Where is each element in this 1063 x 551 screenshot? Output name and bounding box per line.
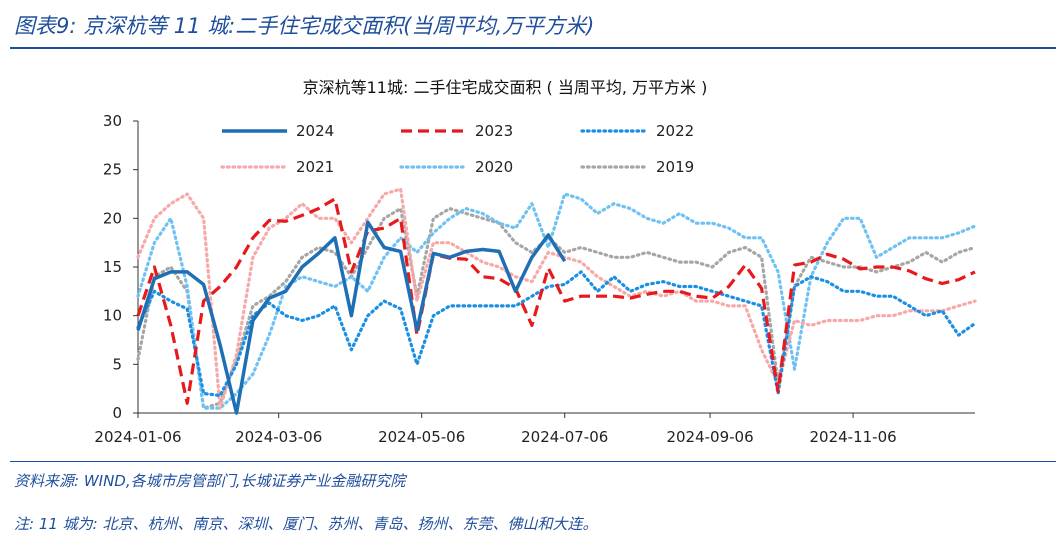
legend-label-2022: 2022 — [656, 122, 694, 140]
x-tick-label: 2024-01-06 — [94, 428, 181, 446]
series-layer — [136, 187, 977, 415]
y-tick-label: 30 — [103, 112, 122, 130]
line-chart: 京深杭等11城: 二手住宅成交面积 ( 当周平均, 万平方米 ) 0 5 10 15 2… — [94, 78, 977, 446]
footer-rule — [10, 461, 1056, 462]
x-tick-label: 2024-05-06 — [378, 428, 465, 446]
chart-title: 京深杭等11城: 二手住宅成交面积 ( 当周平均, 万平方米 ) — [303, 78, 708, 97]
y-tick-label: 15 — [103, 258, 122, 276]
y-tick-label: 10 — [103, 307, 122, 325]
y-tick-label: 25 — [103, 161, 122, 179]
series-line-2023 — [136, 197, 976, 405]
x-tick-label: 2024-11-06 — [809, 428, 896, 446]
title-rule — [10, 47, 1056, 49]
series-line-2024 — [136, 220, 567, 415]
source-note: 资料来源: WIND,各城市房管部门,长城证券产业金融研究院 — [14, 472, 406, 490]
figure-title: 图表9: 京深杭等 11 城:二手住宅成交面积(当周平均,万平方米) — [14, 14, 595, 38]
series-line-2022 — [136, 270, 977, 398]
legend-label-2020: 2020 — [475, 158, 513, 176]
chart-axes: 0 5 10 15 20 25 30 2024-01-06 2024-03-06 2024-05-… — [94, 112, 975, 446]
y-tick-label: 0 — [112, 404, 122, 422]
legend-label-2019: 2019 — [656, 158, 694, 176]
y-tick-label: 20 — [103, 209, 122, 227]
legend-label-2021: 2021 — [296, 158, 334, 176]
x-tick-label: 2024-09-06 — [666, 428, 753, 446]
cities-note: 注: 11 城为: 北京、杭州、南京、深圳、厦门、苏州、青岛、扬州、东莞、佛山和… — [14, 515, 598, 533]
legend-label-2024: 2024 — [296, 122, 334, 140]
chart-legend: 2024 2023 2022 2021 2020 2019 — [220, 122, 694, 176]
x-tick-label: 2024-07-06 — [521, 428, 608, 446]
y-tick-label: 5 — [112, 355, 122, 373]
series-line-2021 — [136, 187, 977, 410]
x-tick-label: 2024-03-06 — [235, 428, 322, 446]
legend-label-2023: 2023 — [475, 122, 513, 140]
